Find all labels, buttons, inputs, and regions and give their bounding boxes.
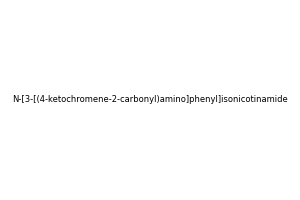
Text: N-[3-[(4-ketochromene-2-carbonyl)amino]phenyl]isonicotinamide: N-[3-[(4-ketochromene-2-carbonyl)amino]p… (12, 96, 288, 104)
